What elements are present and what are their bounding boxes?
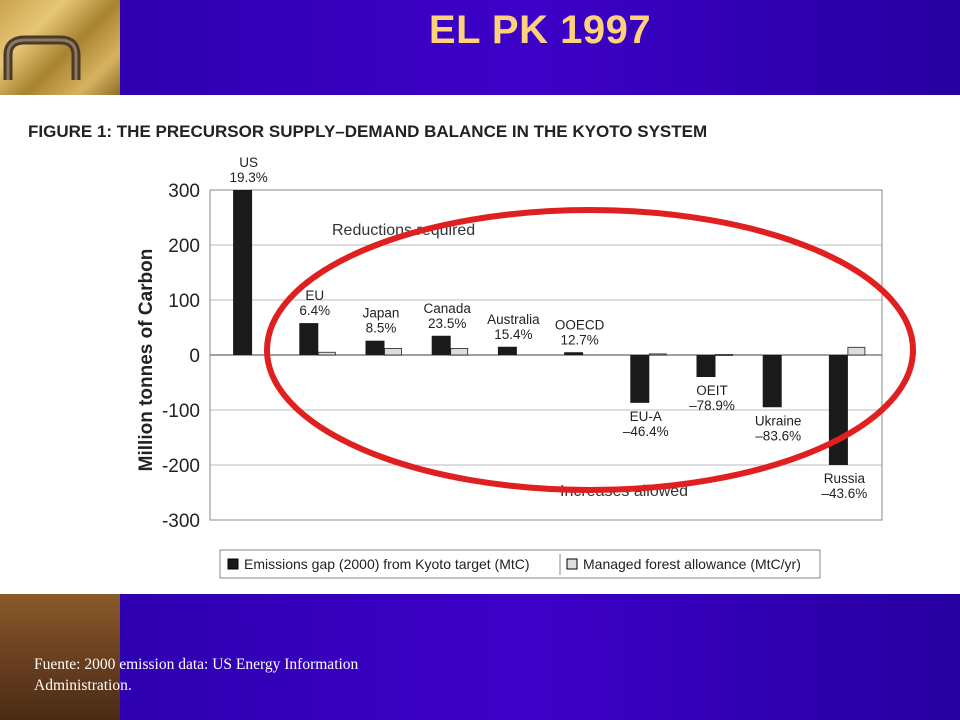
y-tick-label: -300 (162, 511, 200, 532)
legend: Emissions gap (2000) from Kyoto target (… (219, 549, 821, 579)
bar-forest-allowance (715, 354, 733, 356)
y-tick-label: 200 (168, 236, 200, 257)
bar-forest-allowance (847, 346, 866, 356)
bar-forest-allowance (450, 347, 469, 356)
bar-emissions-gap (564, 352, 584, 355)
category-name-label: EU-A (630, 409, 662, 424)
bar-emissions-gap (299, 323, 319, 355)
category-pct-label: –43.6% (822, 486, 868, 501)
bar-forest-allowance (317, 351, 336, 356)
chart-title: FIGURE 1: THE PRECURSOR SUPPLY–DEMAND BA… (28, 122, 707, 141)
category-pct-label: 15.4% (494, 327, 532, 342)
slide-title: EL PK 1997 (428, 8, 652, 52)
category-pct-label: 12.7% (560, 332, 598, 347)
y-tick-label: 300 (168, 181, 200, 202)
category-name-label: Canada (424, 301, 472, 316)
bar-emissions-gap (630, 355, 650, 403)
y-axis-label: Million tonnes of Carbon (136, 249, 157, 472)
category-pct-label: –46.4% (623, 424, 669, 439)
decorative-image-top (0, 0, 120, 95)
y-tick-label: 0 (189, 346, 200, 367)
bars (233, 190, 866, 465)
category-name-label: Russia (824, 471, 866, 486)
bar-forest-allowance (648, 353, 667, 356)
figure-panel: FIGURE 1: THE PRECURSOR SUPPLY–DEMAND BA… (0, 95, 960, 594)
category-name-label: OEIT (696, 383, 728, 398)
category-pct-label: 19.3% (229, 170, 267, 185)
legend-swatch-forest (566, 558, 578, 570)
bar-emissions-gap (696, 355, 716, 377)
bar-emissions-gap (233, 190, 253, 355)
category-name-label: EU (305, 288, 324, 303)
category-pct-label: 6.4% (299, 303, 330, 318)
category-name-label: Japan (363, 306, 400, 321)
category-name-label: Australia (487, 312, 540, 327)
legend-swatch-emissions (227, 558, 239, 570)
y-tick-label: -200 (162, 456, 200, 477)
lock-handle-icon (3, 35, 81, 80)
category-pct-label: –83.6% (755, 428, 801, 443)
decorative-image-bottom (0, 594, 120, 720)
category-pct-label: 23.5% (428, 316, 466, 331)
footer-line-2: Administration. (34, 677, 132, 694)
y-tick-label: -100 (162, 401, 200, 422)
category-name-label: OOECD (555, 317, 605, 332)
category-pct-label: 8.5% (366, 321, 397, 336)
bar-emissions-gap (431, 335, 451, 355)
source-footer: Fuente: 2000 emission data: US Energy In… (34, 654, 454, 696)
legend-label-emissions: Emissions gap (2000) from Kyoto target (… (244, 556, 530, 572)
bar-forest-allowance (384, 347, 402, 356)
footer-line-1: Fuente: 2000 emission data: US Energy In… (34, 656, 359, 673)
legend-label-forest: Managed forest allowance (MtC/yr) (583, 556, 801, 572)
legend-box (219, 549, 821, 579)
y-tick-labels: 300 200 100 0 -100 -200 -300 (162, 181, 200, 532)
category-name-label: US (239, 155, 258, 170)
bar-emissions-gap (497, 346, 517, 355)
y-tick-label: 100 (168, 291, 200, 312)
plot-frame (209, 189, 883, 521)
highlight-ellipse (264, 207, 916, 493)
chart: FIGURE 1: THE PRECURSOR SUPPLY–DEMAND BA… (28, 122, 916, 579)
bar-emissions-gap (762, 355, 782, 408)
category-pct-label: –78.9% (689, 398, 735, 413)
bar-emissions-gap (828, 355, 848, 465)
category-name-label: Ukraine (755, 413, 802, 428)
bar-emissions-gap (365, 340, 385, 355)
